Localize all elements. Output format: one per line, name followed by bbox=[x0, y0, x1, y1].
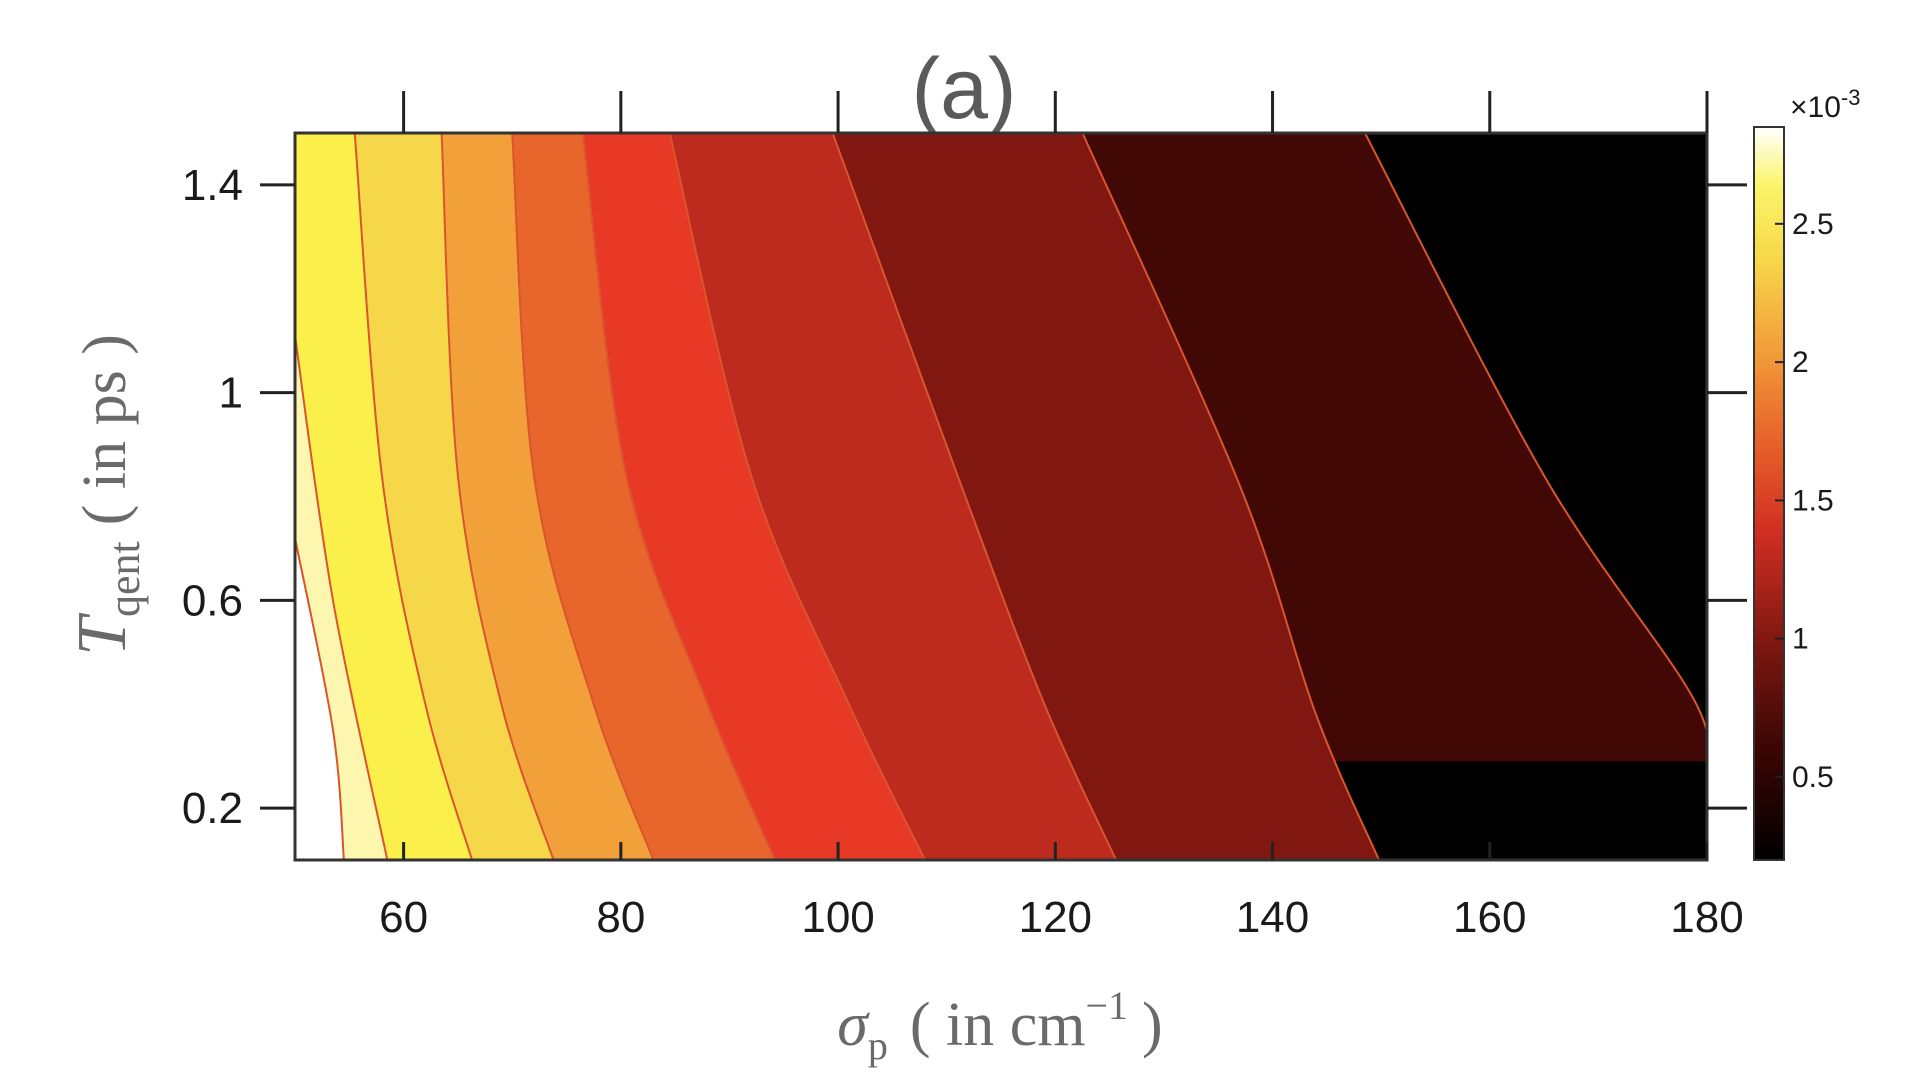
colorbar: 0.5 1 1.5 2 2.5 ×10-3 bbox=[1753, 85, 1860, 861]
contour-line-2 bbox=[1081, 133, 1380, 860]
x-tick-label: 120 bbox=[1019, 893, 1092, 942]
y-axis: 0.2 0.6 1 1.4 bbox=[182, 161, 1747, 833]
contour-line-6 bbox=[511, 133, 655, 860]
contour-line-10 bbox=[295, 537, 345, 860]
colorbar-tick-label: 2.5 bbox=[1792, 208, 1834, 241]
x-tick-label: 160 bbox=[1453, 893, 1526, 942]
y-tick-label: 1.4 bbox=[182, 161, 243, 210]
x-axis-superscript: −1 bbox=[1085, 983, 1128, 1028]
colorbar-multiplier-exp: -3 bbox=[1841, 85, 1861, 110]
colorbar-tick-label: 0.5 bbox=[1792, 761, 1834, 794]
contour-line-3 bbox=[831, 133, 1118, 860]
y-tick-label: 0.2 bbox=[182, 784, 243, 833]
plot-frame bbox=[293, 131, 1709, 862]
colorbar-tick-label: 2 bbox=[1792, 346, 1809, 379]
colorbar-tick-label: 1.5 bbox=[1792, 484, 1834, 517]
contour-line-7 bbox=[440, 133, 555, 860]
y-axis-unit: ( in ps ) bbox=[71, 334, 139, 525]
contour-band-10 bbox=[295, 538, 344, 860]
y-axis-subscript: qent bbox=[100, 541, 149, 617]
x-axis-subscript: p bbox=[868, 1023, 888, 1068]
svg-text:σp( in cm−1): σp ( in cm−1) bbox=[837, 983, 1162, 1068]
contour-lines bbox=[295, 133, 1707, 860]
contour-line-5 bbox=[581, 133, 777, 860]
contour-line-1 bbox=[1364, 133, 1707, 762]
y-tick-label: 0.6 bbox=[182, 576, 243, 625]
x-axis-unit: ( in cm bbox=[910, 991, 1086, 1059]
colorbar-multiplier-base: ×10 bbox=[1790, 91, 1841, 124]
x-tick-label: 60 bbox=[379, 893, 428, 942]
x-tick-label: 80 bbox=[596, 893, 645, 942]
x-axis-symbol: σ bbox=[837, 991, 870, 1059]
x-tick-label: 180 bbox=[1670, 893, 1743, 942]
contour-line-8 bbox=[353, 133, 473, 860]
svg-text:Tqent( in ps ): Tqent ( in ps ) bbox=[64, 334, 149, 656]
x-axis: 60 80 100 120 140 160 180 bbox=[379, 91, 1744, 942]
x-tick-label: 140 bbox=[1236, 893, 1309, 942]
contour-bands bbox=[295, 133, 1707, 860]
chart-title: (a) bbox=[911, 41, 1016, 137]
x-axis-title: σp ( in cm−1) bbox=[837, 983, 1162, 1068]
colorbar-ticks: 0.5 1 1.5 2 2.5 bbox=[1775, 208, 1834, 794]
colorbar-gradient bbox=[1753, 126, 1785, 861]
contour-line-9 bbox=[295, 335, 389, 860]
y-axis-title: Tqent ( in ps ) bbox=[64, 334, 149, 656]
x-tick-label: 100 bbox=[801, 893, 874, 942]
y-axis-symbol: T bbox=[64, 612, 141, 656]
colorbar-tick-label: 1 bbox=[1792, 623, 1809, 656]
x-axis-close: ) bbox=[1142, 991, 1163, 1059]
colorbar-multiplier: ×10-3 bbox=[1790, 85, 1860, 124]
contour-line-4 bbox=[668, 133, 926, 860]
y-tick-label: 1 bbox=[219, 369, 243, 418]
